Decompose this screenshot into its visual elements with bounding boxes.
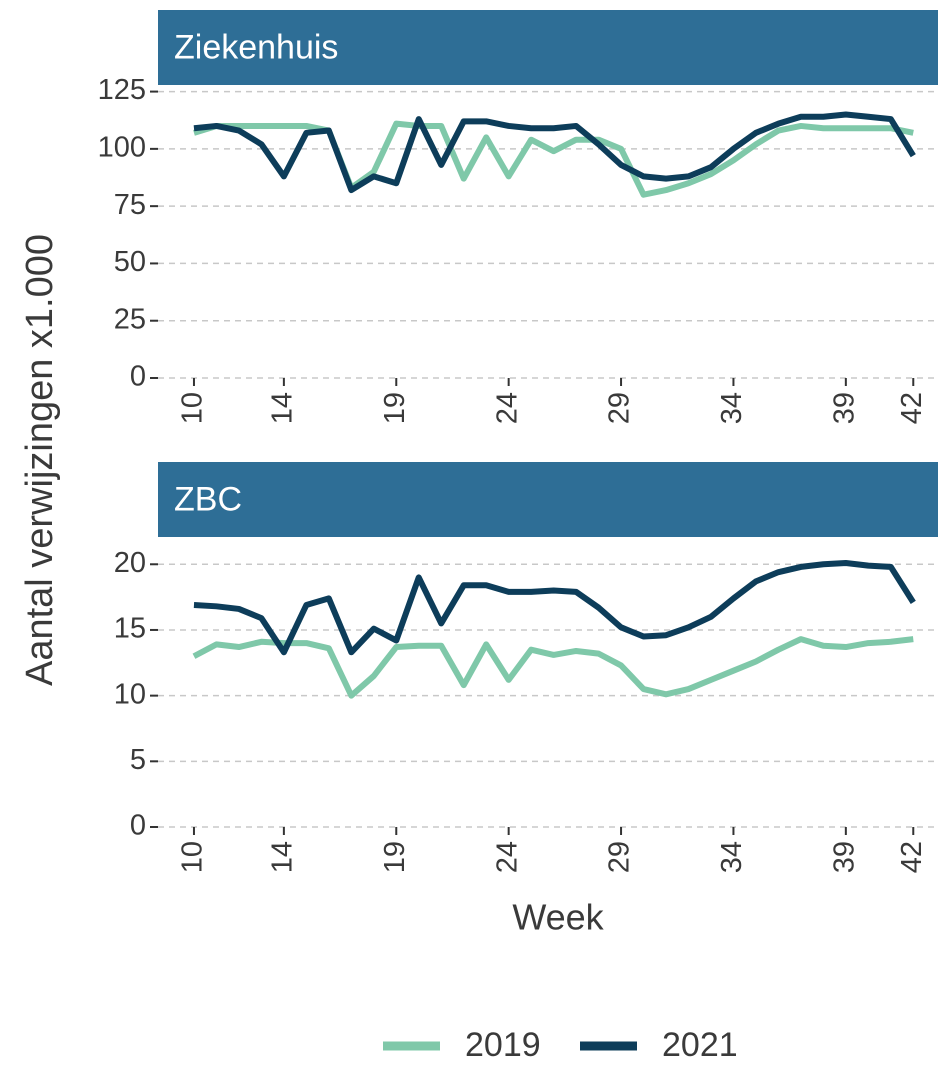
x-tick-label: 14 — [267, 841, 299, 873]
y-tick-label: 75 — [114, 189, 146, 221]
x-tick-label: 24 — [491, 841, 523, 873]
y-tick-label: 50 — [114, 246, 146, 278]
series-line — [192, 636, 914, 699]
x-tick-label: 34 — [716, 841, 748, 873]
y-tick-label: 0 — [130, 810, 146, 842]
x-tick-label: 10 — [177, 392, 209, 424]
x-tick-label: 39 — [828, 841, 860, 873]
x-tick-label: 19 — [379, 392, 411, 424]
facet-title: Ziekenhuis — [174, 28, 338, 66]
y-tick-label: 25 — [114, 303, 146, 335]
y-axis-label: Aantal verwijzingen x1.000 — [19, 234, 61, 686]
legend-label: 2021 — [662, 1026, 738, 1064]
x-tick-label: 10 — [177, 841, 209, 873]
x-tick-label: 39 — [828, 392, 860, 424]
x-tick-label: 24 — [491, 392, 523, 424]
x-tick-label: 42 — [896, 841, 928, 873]
x-tick-label: 29 — [604, 841, 636, 873]
facet-strip — [158, 462, 938, 537]
series-line — [193, 559, 916, 656]
y-tick-label: 125 — [98, 74, 146, 106]
y-tick-label: 100 — [98, 132, 146, 164]
x-tick-label: 14 — [267, 392, 299, 424]
facet-strip — [158, 10, 938, 85]
series-line — [193, 120, 914, 198]
series-line — [193, 111, 916, 194]
y-tick-label: 0 — [130, 361, 146, 393]
x-tick-label: 19 — [379, 841, 411, 873]
y-tick-label: 10 — [114, 678, 146, 710]
y-tick-label: 5 — [130, 744, 146, 776]
x-tick-label: 42 — [896, 392, 928, 424]
facet-title: ZBC — [174, 480, 242, 518]
x-tick-label: 34 — [716, 392, 748, 424]
x-axis-label: Week — [512, 897, 604, 938]
legend-label: 2019 — [465, 1026, 541, 1064]
y-tick-label: 20 — [114, 547, 146, 579]
y-tick-label: 15 — [114, 613, 146, 645]
x-tick-label: 29 — [604, 392, 636, 424]
